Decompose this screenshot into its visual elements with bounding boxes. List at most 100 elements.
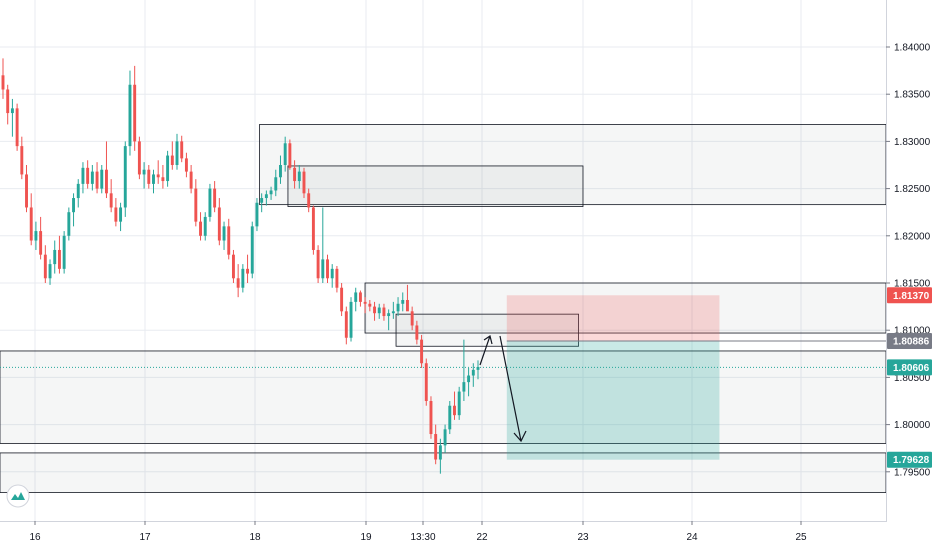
time-axis[interactable]: 16 17 18 19 13:30 22 23 24 25 [29, 521, 807, 543]
zone-box[interactable] [287, 165, 584, 207]
candle-body [203, 216, 207, 236]
candle-body [434, 434, 438, 460]
x-tick-label: 13:30 [410, 532, 435, 543]
candle-body [161, 177, 165, 182]
candle-body [438, 445, 442, 460]
x-tick-label: 22 [476, 532, 488, 543]
candle-body [297, 171, 301, 182]
candle-body [156, 174, 160, 178]
candle-body [363, 301, 367, 304]
candle-body [424, 363, 428, 401]
candle-body [293, 167, 297, 182]
y-tick-label: 1.82500 [894, 184, 931, 195]
x-tick-label: 25 [795, 532, 807, 543]
candle-body [217, 207, 221, 241]
candle-body [302, 171, 306, 194]
candle-body [326, 259, 329, 279]
arrow-down[interactable] [499, 335, 527, 443]
zone-box[interactable] [0, 350, 887, 444]
candle-body [57, 249, 61, 269]
candle-body [227, 226, 231, 255]
candle-body [279, 165, 282, 178]
candle-body [133, 84, 137, 142]
tradingview-logo[interactable] [6, 484, 30, 508]
candle-body [76, 183, 80, 199]
candle-body [448, 405, 452, 430]
logo-circle [6, 484, 30, 508]
candle-body [152, 174, 155, 184]
candle-body [274, 177, 278, 191]
candle-body [189, 171, 193, 189]
candle-body [349, 301, 353, 338]
candle-body [10, 108, 14, 114]
candle-body [373, 306, 376, 314]
candle-body [415, 325, 419, 340]
candle-body [166, 155, 170, 182]
candle-body [443, 429, 447, 446]
price-tag-label: 1.81370 [893, 291, 930, 302]
candle-body [283, 143, 287, 165]
take-profit-area[interactable] [506, 340, 720, 460]
x-tick-label: 16 [29, 532, 41, 543]
candle-body [170, 155, 174, 165]
candle-body [184, 158, 188, 172]
y-tick-label: 1.81500 [894, 279, 931, 290]
price-tag-bg [887, 332, 932, 349]
price-tag: 1.79628 [887, 451, 932, 468]
y-tick-label: 1.80500 [894, 373, 931, 384]
candle-body [307, 193, 311, 208]
candle-body [396, 303, 400, 312]
x-tick-label: 24 [686, 532, 698, 543]
candle-body [67, 212, 71, 236]
candle-body [391, 311, 395, 314]
zone-box[interactable] [259, 124, 887, 206]
candle-body [100, 169, 104, 189]
candle-body [316, 249, 320, 279]
candle-body [180, 141, 184, 159]
candle-body [429, 401, 433, 435]
candle-body [222, 226, 226, 241]
x-tick-label: 18 [249, 532, 261, 543]
price-axis[interactable]: 1.84000 1.83500 1.83000 1.82500 1.82000 1.815… [886, 43, 931, 479]
candle-body [401, 299, 405, 304]
candle-body [382, 307, 386, 317]
candle-body [255, 202, 259, 227]
arrow-up[interactable] [479, 335, 493, 366]
short-position-tool[interactable] [0, 295, 886, 460]
candle-body [1, 75, 5, 90]
candle-body [246, 268, 250, 274]
zone-box[interactable] [364, 282, 887, 334]
y-tick-label: 1.82000 [894, 231, 931, 242]
price-tags: 1.81370 1.80886 1.80606 1.79628 [887, 287, 932, 468]
price-tag-bg [887, 359, 932, 376]
candle-body [457, 391, 461, 416]
candle-body [368, 303, 372, 307]
zone-boxes [0, 124, 887, 493]
candle-body [330, 268, 334, 279]
candle-body [358, 292, 362, 302]
stop-loss-area[interactable] [506, 295, 720, 341]
price-tag: 1.80886 [887, 332, 932, 349]
price-tag-label: 1.79628 [893, 455, 930, 466]
candle-body [105, 169, 108, 194]
candle-body [344, 311, 348, 338]
candle-body [123, 146, 127, 208]
candle-body [29, 207, 33, 241]
price-tag: 1.81370 [887, 287, 932, 304]
candle-body [142, 169, 146, 175]
candle-body [467, 375, 471, 383]
candle-body [231, 254, 235, 279]
price-tag-label: 1.80606 [893, 363, 930, 374]
zone-box[interactable] [0, 452, 887, 493]
price-tag-label: 1.80886 [893, 336, 930, 347]
candle-body [288, 143, 292, 168]
y-tick-label: 1.84000 [894, 43, 931, 54]
projection-arrows [479, 335, 527, 443]
y-tick-label: 1.83000 [894, 137, 931, 148]
candle-body [43, 254, 47, 279]
candle-body [95, 171, 99, 189]
candle-body [137, 141, 141, 175]
candle-body [241, 268, 245, 288]
x-tick-label: 19 [360, 532, 372, 543]
